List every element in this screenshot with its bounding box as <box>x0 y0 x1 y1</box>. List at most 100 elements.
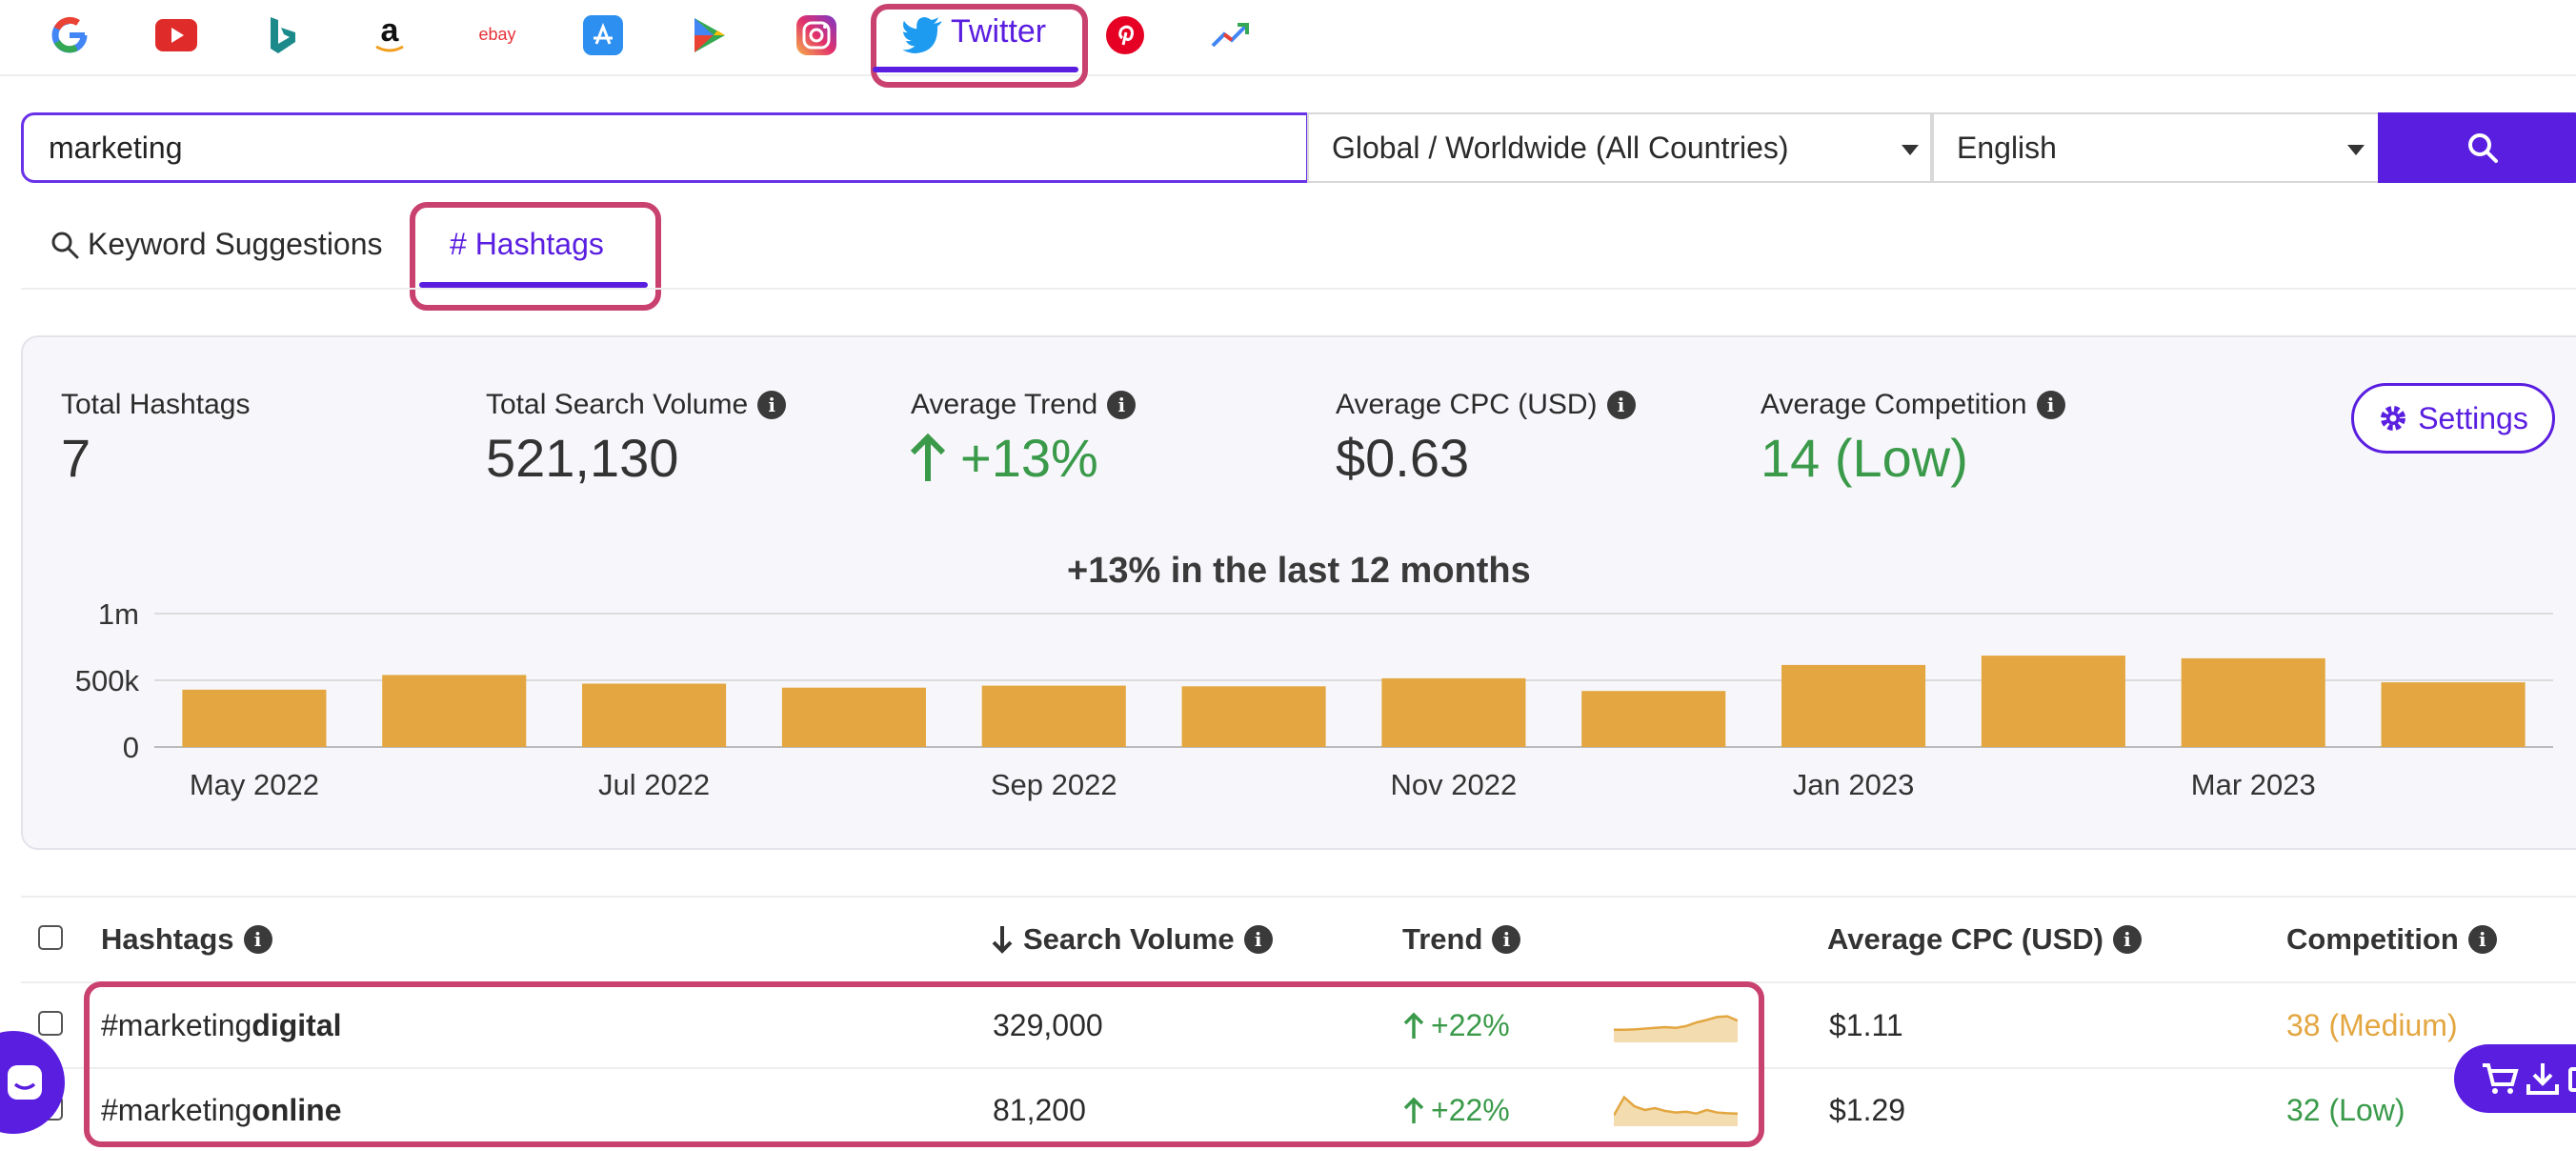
average-competition-value: 14 (Low) <box>1761 428 1968 488</box>
monthly-volume-chart: 0 500k 1m May 2022 Jul 2022 Sep 2022 Nov 2022 J… <box>75 597 2553 801</box>
chart-bar <box>1981 656 2125 747</box>
export-widget[interactable] <box>2454 1044 2576 1113</box>
search-icon <box>2468 133 2498 163</box>
info-icon[interactable]: i <box>2036 391 2065 419</box>
svg-text:ebay: ebay <box>478 25 515 44</box>
chevron-down-icon <box>1902 145 1919 155</box>
arrow-up-icon <box>1403 1097 1424 1123</box>
header-competition[interactable]: Competition i <box>2286 922 2497 957</box>
info-icon[interactable]: i <box>757 391 787 419</box>
sparkline-line <box>1614 1015 1738 1031</box>
chat-icon <box>8 1065 42 1100</box>
info-icon[interactable]: i <box>2112 925 2142 954</box>
arrow-down-icon <box>992 926 1013 954</box>
select-all-checkbox[interactable] <box>38 925 63 950</box>
divider <box>21 896 2576 898</box>
info-icon[interactable]: i <box>1492 925 1521 954</box>
arrow-up-icon <box>910 433 946 481</box>
ebay-icon[interactable]: ebay <box>471 13 524 57</box>
info-icon[interactable]: i <box>1243 925 1273 954</box>
platform-bar: a ebay <box>0 0 2576 76</box>
chart-bar <box>2381 682 2526 747</box>
trend-sparkline <box>1614 1095 1738 1126</box>
tab-hashtags[interactable]: # Hashtags <box>450 227 604 261</box>
x-tick-label: Sep 2022 <box>991 768 1117 801</box>
search-icon <box>51 232 79 258</box>
cpc-cell: $1.11 <box>1829 1008 1903 1042</box>
search-volume-cell: 81,200 <box>993 1093 1086 1127</box>
divider <box>21 1067 2576 1069</box>
settings-label: Settings <box>2418 400 2528 435</box>
play-store-icon[interactable] <box>688 13 732 57</box>
total-search-volume-value: 521,130 <box>486 428 679 488</box>
header-hashtags[interactable]: Hashtags i <box>101 922 272 957</box>
divider <box>21 288 2576 290</box>
active-tab-underline <box>873 67 1078 72</box>
chart-bar <box>382 675 527 747</box>
download-icon <box>2526 1063 2559 1095</box>
chart-bar <box>582 683 727 747</box>
gear-icon <box>2381 406 2406 431</box>
stats-card <box>21 335 2576 850</box>
language-value: English <box>1957 131 2057 165</box>
twitter-tab[interactable]: Twitter <box>951 13 1047 50</box>
search-button[interactable] <box>2378 112 2576 183</box>
row-checkbox[interactable] <box>38 1011 63 1036</box>
twitter-tab-highlight <box>871 4 1088 88</box>
info-icon[interactable]: i <box>243 925 272 954</box>
amazon-icon[interactable]: a <box>368 13 412 57</box>
chart-bar <box>1181 686 1326 747</box>
hashtag-cell[interactable]: #marketingdigital <box>101 1008 342 1042</box>
cpc-cell: $1.29 <box>1829 1093 1906 1127</box>
chart-bar <box>981 685 1126 747</box>
average-trend-label: Average Trend i <box>911 389 1137 421</box>
trend-sparkline <box>1614 1015 1738 1042</box>
chart-bar <box>1381 677 1526 747</box>
language-select[interactable]: English <box>1932 112 2380 183</box>
hashtags-tab-highlight <box>410 202 661 311</box>
header-average-cpc[interactable]: Average CPC (USD) i <box>1827 922 2142 957</box>
copy-icon <box>2568 1067 2576 1092</box>
cart-icon <box>2483 1063 2519 1094</box>
search-input[interactable]: marketing <box>21 112 1309 183</box>
settings-button[interactable]: Settings <box>2351 383 2555 454</box>
info-icon[interactable]: i <box>1107 391 1137 419</box>
search-volume-cell: 329,000 <box>993 1008 1103 1042</box>
x-tick-label: Mar 2023 <box>2191 768 2316 801</box>
header-trend[interactable]: Trend i <box>1402 922 1521 957</box>
info-icon[interactable]: i <box>1606 391 1636 419</box>
average-cpc-label: Average CPC (USD) i <box>1336 389 1636 421</box>
total-hashtags-label: Total Hashtags <box>61 389 251 420</box>
chart-bar <box>1781 664 1926 747</box>
trend-cell: +22% <box>1402 1008 1510 1043</box>
chart-bar <box>182 689 327 747</box>
chart-bar <box>1581 691 1726 747</box>
location-select[interactable]: Global / Worldwide (All Countries) <box>1307 112 1932 183</box>
google-icon[interactable] <box>48 13 91 57</box>
x-tick-label: Jul 2022 <box>598 768 710 801</box>
total-search-volume-label: Total Search Volume i <box>486 389 787 421</box>
sparkline-area <box>1614 1097 1738 1126</box>
twitter-icon[interactable] <box>901 13 945 57</box>
location-value: Global / Worldwide (All Countries) <box>1332 131 1789 165</box>
y-tick-label: 1m <box>98 597 139 631</box>
tab-keyword-suggestions[interactable]: Keyword Suggestions <box>50 227 383 262</box>
header-search-volume[interactable]: Search Volume i <box>991 922 1273 957</box>
average-competition-label: Average Competition i <box>1761 389 2065 421</box>
x-tick-label: May 2022 <box>190 768 319 801</box>
competition-cell: 38 (Medium) <box>2286 1008 2458 1042</box>
trend-cell: +22% <box>1402 1093 1510 1128</box>
average-cpc-value: $0.63 <box>1336 428 1470 488</box>
bing-icon[interactable] <box>261 13 305 57</box>
tab-keyword-suggestions-label: Keyword Suggestions <box>88 227 383 261</box>
pinterest-icon[interactable] <box>1103 13 1147 57</box>
youtube-icon[interactable] <box>154 13 198 57</box>
y-tick-label: 500k <box>75 664 140 697</box>
app-store-icon[interactable] <box>581 13 625 57</box>
average-trend-value: +13% <box>907 427 1098 489</box>
trends-icon[interactable] <box>1210 13 1254 57</box>
hashtag-cell[interactable]: #marketingonline <box>101 1093 342 1127</box>
sparkline-line <box>1614 1095 1738 1117</box>
info-icon[interactable]: i <box>2467 925 2497 954</box>
instagram-icon[interactable] <box>795 13 838 57</box>
